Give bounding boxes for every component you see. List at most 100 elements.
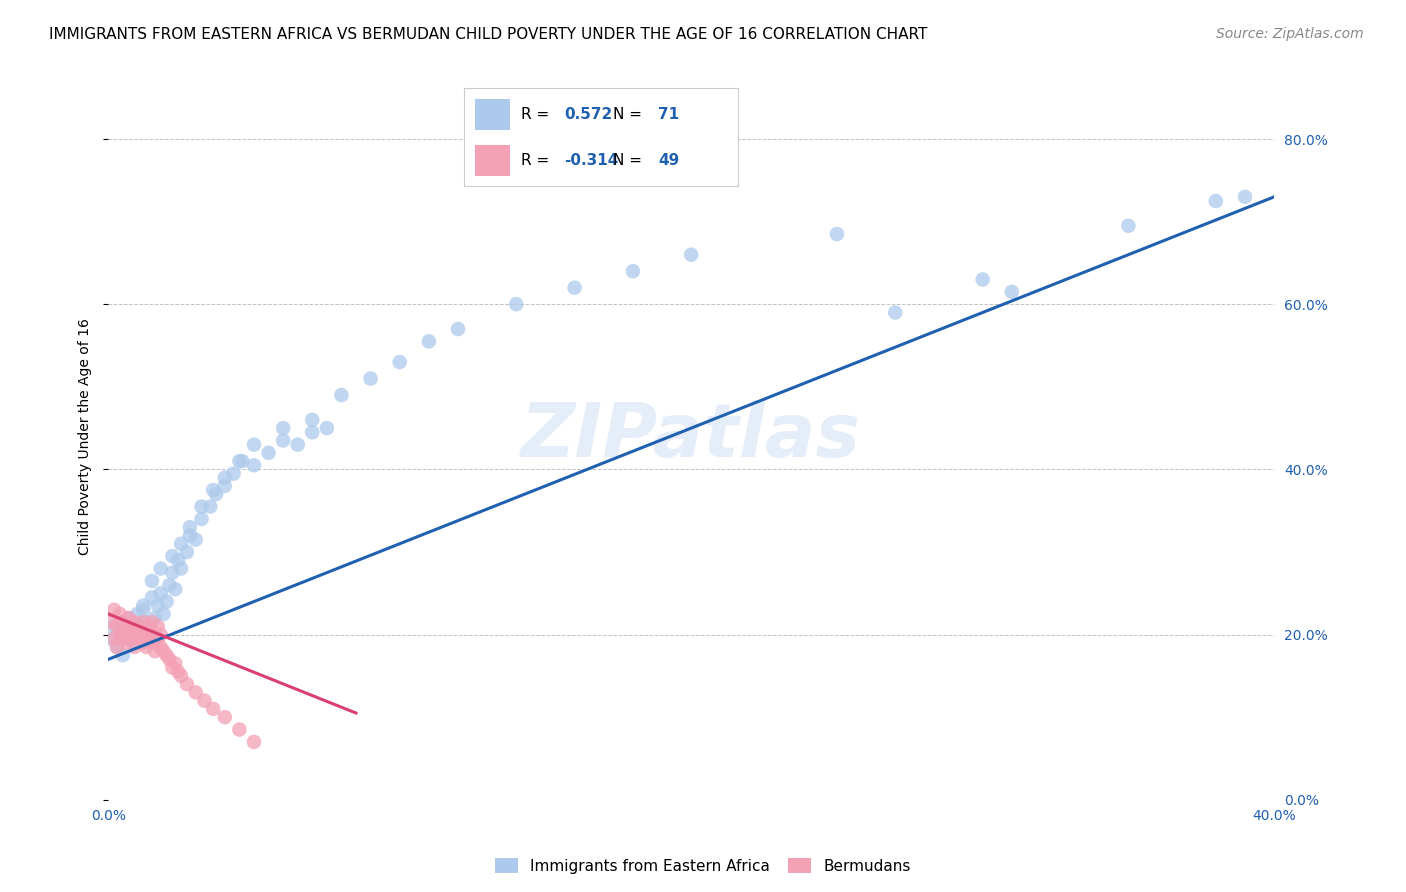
Point [155,648,177,663]
Point [179,528,201,542]
Point [200,500,222,514]
Point [105,640,128,654]
Point [105,640,128,654]
Point [170,669,193,683]
Point [149,586,172,600]
Point [138,632,160,646]
Point [330,388,353,402]
Text: IMMIGRANTS FROM EASTERN AFRICA VS BERMUDAN CHILD POVERTY UNDER THE AGE OF 16 COR: IMMIGRANTS FROM EASTERN AFRICA VS BERMUD… [49,27,928,42]
Point [170,561,193,575]
Point [681,248,703,262]
Point [141,627,163,641]
Point [360,371,382,385]
Text: Source: ZipAtlas.com: Source: ZipAtlas.com [1216,27,1364,41]
Point [103,603,125,617]
Point [103,619,125,633]
Point [127,619,149,633]
Point [162,566,184,580]
Point [184,533,207,547]
Point [114,624,136,638]
Point [315,421,337,435]
Point [170,537,193,551]
Point [165,582,187,596]
Point [135,627,157,641]
Point [505,297,527,311]
Point [884,305,907,319]
Point [162,549,184,563]
Point [165,657,187,671]
Point [190,500,212,514]
Text: ZIPatlas: ZIPatlas [522,400,862,473]
Point [228,454,250,468]
Point [621,264,644,278]
Point [149,640,172,654]
Point [155,594,177,608]
Point [184,685,207,699]
Point [100,615,122,630]
Point [222,467,245,481]
Point [149,627,172,641]
Point [1233,190,1256,204]
Point [202,483,225,497]
Point [111,648,134,663]
Point [271,434,294,448]
Point [176,545,198,559]
Point [108,627,131,641]
Point [132,603,155,617]
Point [190,512,212,526]
Point [121,624,143,638]
Point [141,574,163,588]
Point [214,710,236,724]
Point [129,619,152,633]
Point [202,702,225,716]
Point [111,615,134,630]
Point [152,644,174,658]
Point [447,322,470,336]
Point [100,632,122,646]
Point [117,611,139,625]
Point [167,665,190,679]
Point [143,611,166,625]
Point [564,281,586,295]
Point [143,636,166,650]
Legend: Immigrants from Eastern Africa, Bermudans: Immigrants from Eastern Africa, Bermudan… [489,852,917,880]
Point [114,632,136,646]
Point [108,627,131,641]
Point [146,599,169,613]
Point [176,677,198,691]
Point [271,421,294,435]
Point [243,437,266,451]
Point [162,660,184,674]
Point [205,487,228,501]
Point [287,437,309,451]
Point [228,723,250,737]
Point [124,640,146,654]
Point [179,520,201,534]
Point [152,607,174,621]
Point [159,652,181,666]
Point [132,599,155,613]
Point [129,624,152,638]
Point [825,227,848,241]
Point [388,355,411,369]
Y-axis label: Child Poverty Under the Age of 16: Child Poverty Under the Age of 16 [79,318,93,555]
Point [121,619,143,633]
Point [193,693,215,707]
Point [159,578,181,592]
Point [108,607,131,621]
Point [103,632,125,646]
Point [111,632,134,646]
Point [135,640,157,654]
Point [143,644,166,658]
Point [127,607,149,621]
Point [135,615,157,630]
Point [214,479,236,493]
Point [149,561,172,575]
Point [972,272,994,286]
Point [129,632,152,646]
Point [146,632,169,646]
Point [117,627,139,641]
Point [231,454,253,468]
Point [138,619,160,633]
Point [105,619,128,633]
